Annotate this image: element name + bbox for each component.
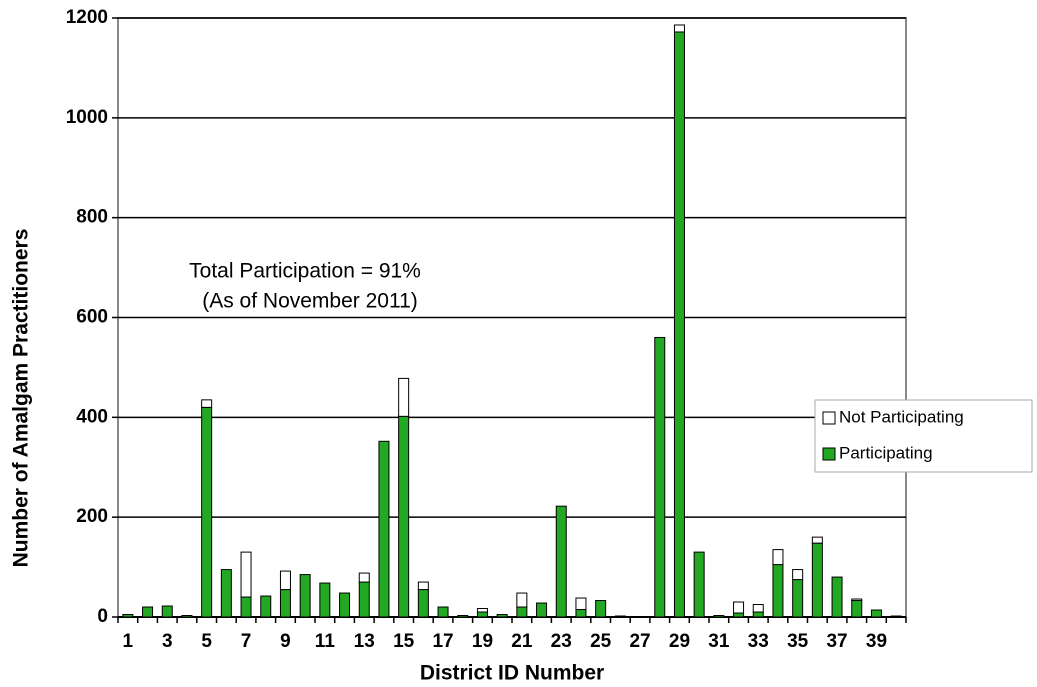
bar-segment [752,604,764,613]
x-tick-label: 17 [432,631,453,652]
bar-segment [398,377,410,417]
bar-segment [693,551,705,618]
bar-segment [476,608,488,613]
bar-segment [614,615,626,618]
y-tick-label: 400 [76,406,108,427]
x-tick-label: 31 [708,631,730,652]
x-tick-label: 1 [123,631,134,652]
x-tick-label: 29 [669,631,690,652]
legend-box [814,399,1033,473]
y-tick-label: 0 [97,606,108,627]
legend-label: Participating [839,443,933,462]
bar-segment [378,440,390,618]
bar-segment [476,611,488,618]
bar-segment [811,542,823,618]
bar-segment [654,336,666,618]
legend-label: Not Participating [839,407,964,426]
bar-segment [792,569,804,581]
bar-segment [398,415,410,618]
x-tick-label: 25 [590,631,612,652]
x-tick-label: 9 [280,631,291,652]
y-tick-label: 600 [76,307,108,328]
y-tick-label: 200 [76,506,108,527]
bar-segment [575,609,587,618]
annotation: (As of November 2011) [202,290,418,313]
bar-segment [811,536,823,544]
bar-segment [240,596,252,618]
x-tick-label: 5 [201,631,212,652]
bar-segment [752,611,764,618]
bar-segment [299,574,311,618]
y-axis-title: Number of Amalgam Practitioners [10,229,33,568]
y-tick-label: 1200 [66,7,108,28]
x-tick-label: 33 [748,631,769,652]
bar-segment [181,615,193,618]
bar-segment [161,605,173,618]
bar-segment [713,615,725,618]
bar-segment [673,31,685,618]
x-tick-label: 27 [629,631,650,652]
bar-segment [142,606,154,618]
x-tick-label: 15 [393,631,415,652]
x-tick-label: 7 [241,631,252,652]
bar-segment [772,549,784,566]
bar-segment [358,572,370,583]
bar-segment [279,570,291,591]
bar-segment [772,564,784,618]
bar-segment [575,597,587,611]
x-tick-label: 11 [315,631,336,652]
bar-segment [890,615,902,618]
x-tick-label: 23 [551,631,572,652]
x-tick-label: 3 [162,631,173,652]
x-tick-label: 35 [787,631,809,652]
bar-segment [792,579,804,618]
bar-segment [201,406,213,618]
bar-segment [516,592,528,608]
bar-segment [437,606,449,618]
bar-segment [831,576,843,618]
bar-segment [516,606,528,618]
bar-segment [240,551,252,598]
x-tick-label: 37 [826,631,847,652]
legend-swatch [822,411,836,425]
bar-segment [122,614,134,618]
y-tick-label: 1000 [66,107,108,128]
legend-swatch [822,447,836,461]
bar-segment [220,569,232,618]
bar-segment [673,24,685,33]
bar-segment [555,505,567,618]
bar-segment [851,600,863,618]
bar-segment [457,615,469,618]
x-axis-title: District ID Number [420,662,604,685]
bar-segment [201,399,213,408]
x-tick-label: 13 [354,631,375,652]
bar-segment [417,589,429,618]
bar-segment [339,592,351,618]
x-tick-label: 19 [472,631,493,652]
bar-segment [536,602,548,618]
bar-segment [733,601,745,614]
bar-segment [319,582,331,618]
bar-segment [733,612,745,618]
y-tick-label: 800 [76,207,108,228]
bar-segment [358,581,370,618]
bar-segment [260,595,272,618]
bar-segment [279,589,291,618]
bar-segment [496,614,508,618]
bar-segment [417,581,429,591]
bar-segment [851,598,863,602]
x-tick-label: 39 [866,631,887,652]
bar-segment [595,600,607,618]
x-tick-label: 21 [511,631,533,652]
bar-segment [870,609,882,618]
annotation: Total Participation = 91% [189,260,421,283]
